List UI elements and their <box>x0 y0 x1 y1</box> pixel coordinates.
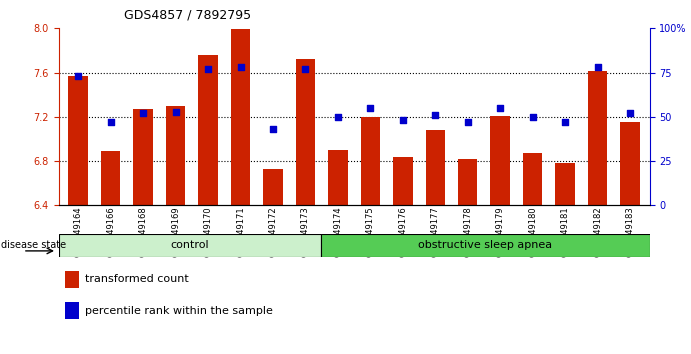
Text: control: control <box>171 240 209 250</box>
Bar <box>321 234 650 257</box>
Point <box>462 119 473 125</box>
Bar <box>263 169 283 205</box>
Bar <box>491 116 510 205</box>
Bar <box>523 153 542 205</box>
Bar <box>65 302 79 319</box>
Bar <box>361 117 380 205</box>
Text: percentile rank within the sample: percentile rank within the sample <box>85 306 273 316</box>
Bar <box>328 150 348 205</box>
Bar <box>556 163 575 205</box>
Point <box>170 109 181 114</box>
Point <box>430 112 441 118</box>
Point <box>202 66 214 72</box>
Bar <box>198 55 218 205</box>
Point <box>235 64 246 70</box>
Text: transformed count: transformed count <box>85 274 189 285</box>
Point <box>138 110 149 116</box>
Bar <box>166 106 185 205</box>
Bar <box>621 122 640 205</box>
Text: obstructive sleep apnea: obstructive sleep apnea <box>418 240 553 250</box>
Point <box>300 66 311 72</box>
Point <box>397 118 408 123</box>
Text: disease state: disease state <box>1 240 66 250</box>
Point <box>625 110 636 116</box>
Bar <box>588 72 607 205</box>
Point <box>527 114 538 120</box>
Bar <box>133 109 153 205</box>
Point <box>332 114 343 120</box>
Bar <box>426 130 445 205</box>
Bar <box>393 156 413 205</box>
Bar <box>101 151 120 205</box>
Bar <box>65 271 79 288</box>
Point <box>73 73 84 79</box>
Bar <box>68 76 88 205</box>
Bar <box>458 159 477 205</box>
Point <box>592 64 603 70</box>
Point <box>560 119 571 125</box>
Point <box>267 126 278 132</box>
Point <box>495 105 506 111</box>
Text: GDS4857 / 7892795: GDS4857 / 7892795 <box>124 9 252 22</box>
Bar <box>59 234 321 257</box>
Bar <box>296 59 315 205</box>
Point <box>365 105 376 111</box>
Bar <box>231 29 250 205</box>
Point <box>105 119 116 125</box>
